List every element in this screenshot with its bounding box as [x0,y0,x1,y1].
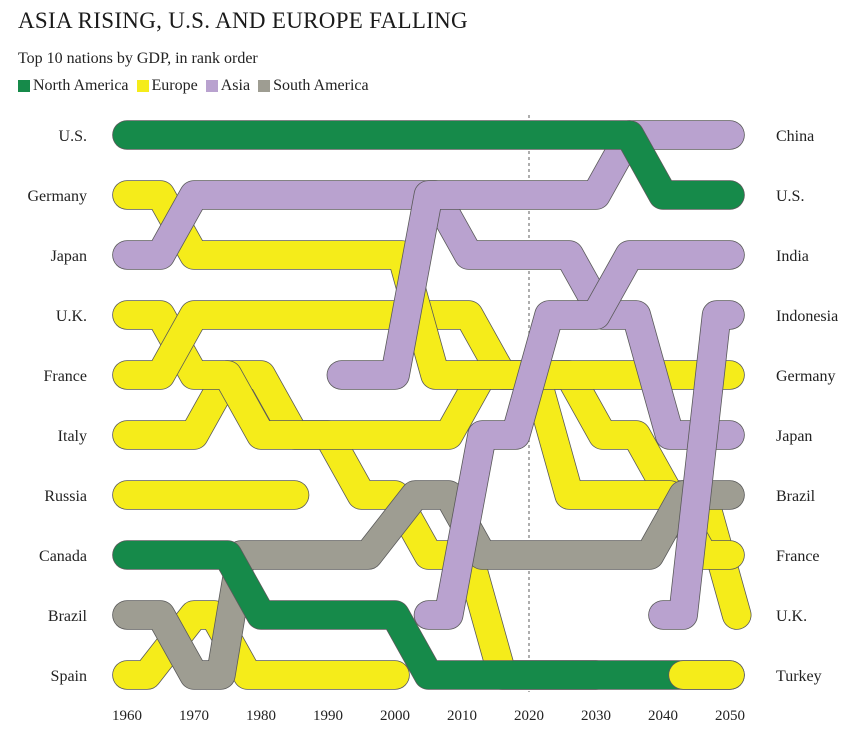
series-india [413,240,745,630]
series-spain [112,600,410,690]
legend-label-europe: Europe [151,77,198,94]
rank-label-start-brazil: Brazil [48,608,88,625]
rank-label-start-germany: Germany [27,188,87,205]
series-u-s [112,120,745,210]
series-germany [112,180,745,390]
x-tick-2040: 2040 [648,708,678,724]
chart-title: ASIA RISING, U.S. AND EUROPE FALLING [18,8,468,33]
x-tick-2020: 2020 [514,708,544,724]
x-tick-1960: 1960 [112,708,142,724]
series-line-spain [113,601,409,689]
series-line-brazil [113,481,744,689]
rank-label-end-germany: Germany [776,368,836,385]
x-tick-2010: 2010 [447,708,477,724]
legend-item-south-america: South America [258,77,369,95]
legend: North America Europe Asia South America [18,77,373,95]
legend-item-asia: Asia [205,77,251,95]
series-japan [112,180,745,450]
rank-label-end-china: China [776,128,814,145]
x-tick-1980: 1980 [246,708,276,724]
rank-label-end-india: India [776,248,809,265]
x-tick-2050: 2050 [715,708,745,724]
series-line-u-s [113,121,744,209]
chart-subtitle: Top 10 nations by GDP, in rank order [18,50,258,67]
x-tick-2030: 2030 [581,708,611,724]
legend-swatch-asia [205,80,218,92]
rank-label-start-u-s: U.S. [59,128,87,145]
series-line-indonesia [649,301,744,629]
rank-label-start-france: France [43,368,87,385]
series-canada [112,540,745,690]
rank-label-end-u-k: U.K. [776,608,807,625]
rank-label-end-brazil: Brazil [776,488,816,505]
x-tick-2000: 2000 [380,708,410,724]
rank-label-end-france: France [776,548,820,565]
series-line-india [414,241,744,629]
x-tick-1970: 1970 [179,708,209,724]
rank-label-end-u-s: U.S. [776,188,804,205]
legend-label-south-america: South America [273,77,369,94]
rank-label-start-italy: Italy [58,428,87,445]
series-line-canada [113,541,744,689]
legend-label-asia: Asia [220,77,251,94]
rank-label-end-japan: Japan [776,428,812,445]
legend-item-europe: Europe [136,77,198,95]
rank-label-end-indonesia: Indonesia [776,308,838,325]
rank-label-start-spain: Spain [51,668,87,685]
series-line-germany [113,181,744,389]
rank-label-start-russia: Russia [44,488,87,505]
series-indonesia [648,300,745,630]
legend-label-north-america: North America [33,77,129,94]
series-line-japan [113,181,744,449]
legend-swatch-europe [136,80,149,92]
legend-swatch-south-america [258,80,271,92]
legend-item-north-america: North America [18,77,129,95]
rank-label-start-u-k: U.K. [56,308,87,325]
legend-swatch-north-america [18,80,30,92]
rank-label-start-japan: Japan [51,248,87,265]
series-brazil [112,480,745,690]
rank-label-start-canada: Canada [39,548,87,565]
x-tick-1990: 1990 [313,708,343,724]
rank-label-end-turkey: Turkey [776,668,822,685]
